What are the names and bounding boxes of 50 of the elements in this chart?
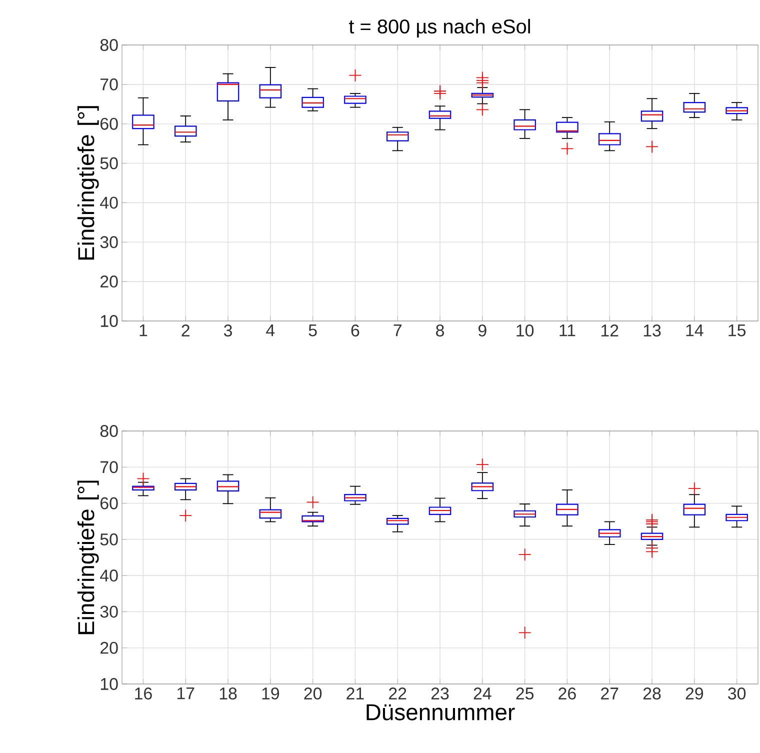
x-tick-label: 6: [351, 324, 360, 336]
x-tick-label: 26: [558, 688, 576, 700]
x-tick-label: 15: [728, 324, 746, 336]
y-axis-title: Eindringtiefe [°]: [77, 106, 99, 260]
y-tick-label: 50: [100, 157, 118, 170]
x-tick-label: 14: [686, 324, 704, 336]
x-tick-label: 8: [436, 324, 444, 336]
x-tick-label: 17: [177, 688, 194, 700]
y-tick-label: 60: [100, 118, 118, 130]
y-tick-label: 10: [100, 314, 118, 327]
x-tick-label: 28: [643, 688, 661, 700]
x-tick-label: 25: [516, 688, 534, 700]
x-tick-label: 1: [140, 324, 148, 336]
x-tick-label: 30: [728, 688, 746, 700]
y-tick-label: 80: [100, 424, 118, 437]
y-tick-label: 40: [100, 570, 118, 582]
x-tick-label: 22: [389, 688, 406, 700]
x-tick-label: 10: [516, 324, 534, 336]
x-tick-label: 16: [135, 688, 152, 700]
x-tick-label: 7: [394, 324, 402, 336]
y-tick-label: 20: [100, 642, 118, 654]
x-tick-label: 12: [601, 324, 618, 336]
x-tick-label: 20: [304, 688, 322, 700]
y-tick-label: 50: [100, 533, 118, 546]
y-tick-label: 10: [100, 678, 118, 690]
y-axis-title: Eindringtiefe [°]: [77, 480, 99, 634]
x-tick-label: 3: [224, 324, 232, 336]
y-tick-label: 30: [100, 606, 118, 618]
y-tick-label: 80: [100, 38, 118, 51]
x-tick-label: 13: [644, 324, 661, 336]
x-tick-label: 24: [474, 688, 492, 700]
y-tick-label: 60: [100, 497, 118, 510]
x-tick-label: 27: [601, 688, 618, 700]
x-tick-label: 9: [478, 324, 486, 336]
x-tick-label: 29: [686, 688, 704, 700]
x-tick-label: 18: [220, 688, 237, 700]
x-tick-label: 2: [182, 324, 190, 336]
y-tick-label: 70: [100, 78, 118, 90]
x-tick-label: 11: [560, 324, 576, 336]
x-axis-title: Düsennummer: [366, 704, 515, 720]
y-tick-label: 70: [100, 461, 118, 474]
x-tick-label: 23: [431, 688, 449, 700]
y-tick-label: 30: [100, 236, 118, 248]
chart-title: t = 800 µs nach eSol: [348, 18, 530, 38]
x-tick-label: 21: [346, 688, 364, 700]
y-tick-label: 20: [100, 276, 118, 288]
y-tick-label: 40: [100, 196, 118, 209]
x-tick-label: 4: [266, 324, 275, 336]
x-tick-label: 5: [308, 324, 317, 336]
x-tick-label: 19: [262, 688, 280, 700]
